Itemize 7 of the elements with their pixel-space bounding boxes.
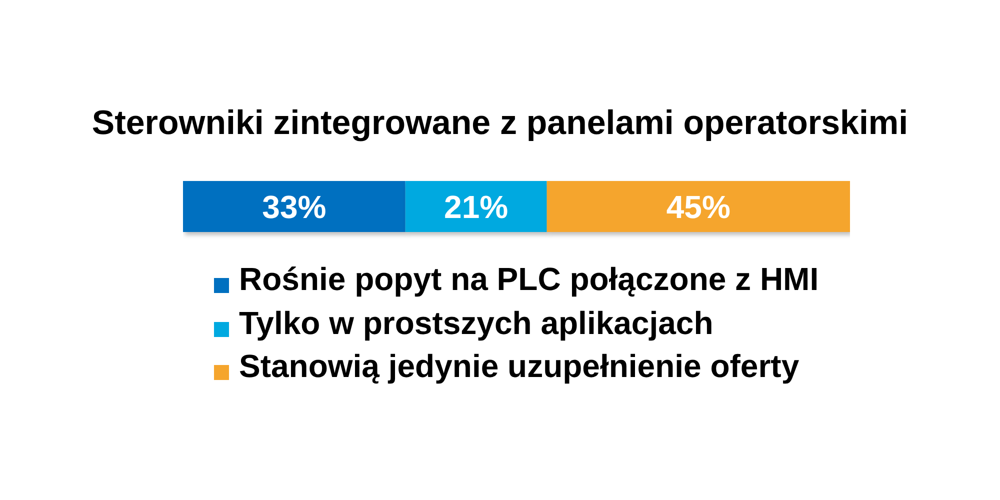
- data-label: 45%: [666, 188, 730, 225]
- legend-label: Rośnie popyt na PLC połączone z HMI: [239, 261, 819, 297]
- data-label: 21%: [444, 188, 508, 225]
- legend-label: Tylko w prostszych aplikacjach: [239, 304, 714, 340]
- data-label: 33%: [262, 188, 326, 225]
- chart-title: Sterowniki zintegrowane z panelami operatorskimi: [90, 104, 910, 143]
- legend-label: Stanowią jedynie uzupełnienie oferty: [239, 348, 800, 384]
